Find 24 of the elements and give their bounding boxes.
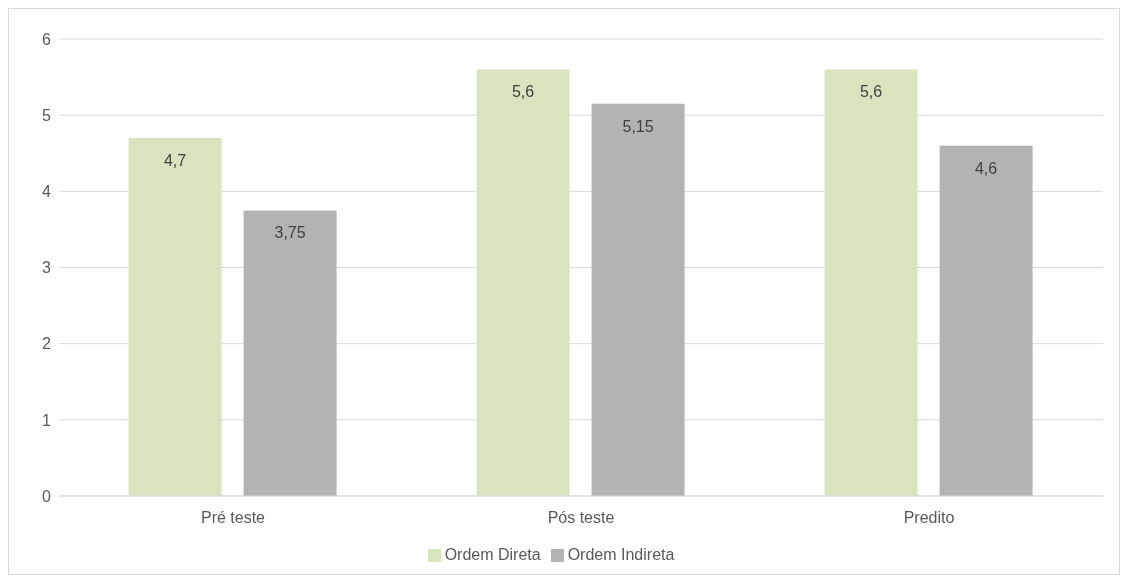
y-tick-label: 1 [42, 411, 52, 429]
data-label: 5,6 [511, 83, 535, 101]
bar [128, 138, 222, 496]
data-label: 5,15 [622, 117, 654, 135]
x-tick-label: Pós teste [547, 509, 615, 527]
data-label: 4,6 [974, 159, 998, 177]
x-tick-label: Predito [903, 509, 955, 527]
bar [476, 69, 570, 496]
y-tick-label: 3 [42, 259, 52, 277]
y-tick-label: 4 [42, 183, 52, 201]
y-tick-label: 5 [42, 106, 52, 124]
y-tick-label: 6 [42, 30, 52, 48]
y-tick-label: 2 [42, 335, 52, 353]
legend-label: Ordem Indireta [567, 546, 675, 563]
x-tick-label: Pré teste [200, 509, 266, 527]
data-label: 4,7 [163, 152, 187, 170]
bar [824, 69, 918, 496]
bar [939, 145, 1033, 496]
y-tick-label: 0 [42, 487, 52, 505]
data-label: 3,75 [274, 224, 306, 242]
bar [243, 210, 337, 496]
legend-label: Ordem Direta [444, 546, 541, 563]
bar [591, 103, 685, 496]
data-label: 5,6 [859, 83, 883, 101]
